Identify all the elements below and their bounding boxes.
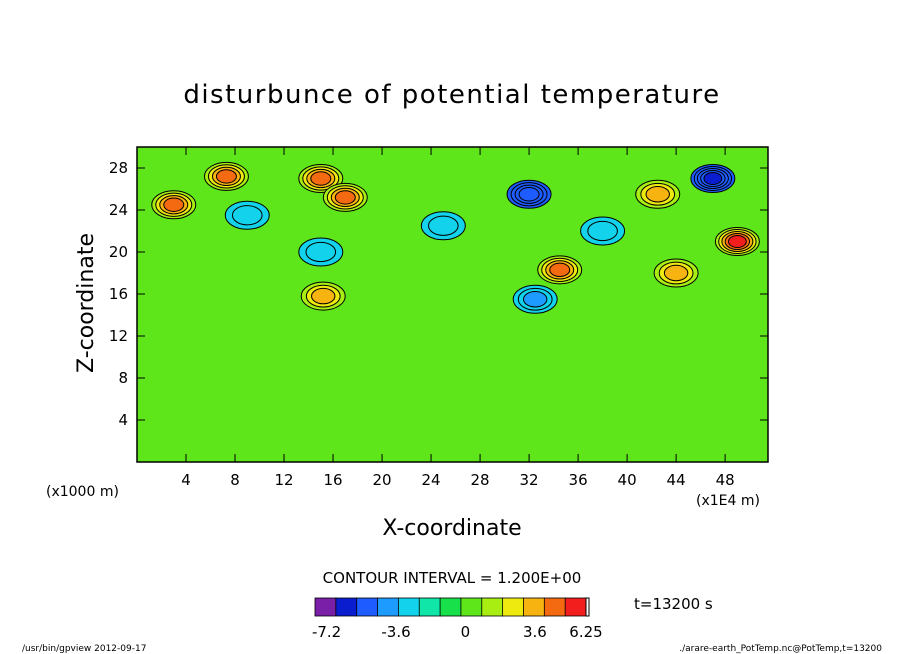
x-tick-label: 32 <box>520 471 539 489</box>
footer-right: ./arare-earth_PotTemp.nc@PotTemp,t=13200 <box>679 644 882 654</box>
heatmap-feature <box>663 264 689 282</box>
x-tick-label: 12 <box>274 471 293 489</box>
heatmap-feature <box>163 197 185 212</box>
heatmap-feature <box>518 187 540 202</box>
x-tick-label: 24 <box>422 471 441 489</box>
y-axis: 4 8 12 16 20 24 28 <box>109 159 768 429</box>
contour-interval-label: CONTOUR INTERVAL = 1.200E+00 <box>323 569 582 587</box>
colorbar-tick-label: -3.6 <box>381 623 410 641</box>
y-tick-label: 16 <box>109 285 128 303</box>
colorbar-tick-label: 3.6 <box>523 623 547 641</box>
x-tick-label: 40 <box>618 471 637 489</box>
colorbar-swatch <box>543 597 566 617</box>
heatmap-feature <box>310 171 332 186</box>
heatmap-feature <box>305 241 337 263</box>
heatmap-feature <box>703 172 723 185</box>
colorbar-swatch <box>314 597 337 617</box>
plot-frame <box>136 146 769 463</box>
colorbar-swatch <box>460 597 483 617</box>
plot-area <box>136 146 769 463</box>
colorbar-swatch <box>523 597 546 617</box>
colorbar-swatch <box>377 597 400 617</box>
x-tick-label: 48 <box>716 471 735 489</box>
x-tick-label: 44 <box>667 471 686 489</box>
heatmap-feature <box>231 205 263 226</box>
colorbar-end-cap <box>585 597 590 617</box>
colorbar-swatch <box>564 597 587 617</box>
x-axis-label: X-coordinate <box>382 516 521 541</box>
colorbar: -7.2 -3.6 0 3.6 6.25 <box>312 597 603 641</box>
colorbar-tick-label: 0 <box>461 623 471 641</box>
y-tick-label: 20 <box>109 243 128 261</box>
y-tick-label: 4 <box>118 411 128 429</box>
heatmap-field <box>151 161 760 314</box>
heatmap-feature <box>215 169 237 184</box>
colorbar-tick-label: -7.2 <box>312 623 341 641</box>
heatmap-feature <box>523 291 548 308</box>
colorbar-swatch <box>481 597 504 617</box>
y-tick-label: 12 <box>109 327 128 345</box>
x-tick-label: 36 <box>569 471 588 489</box>
heatmap-feature <box>727 235 747 248</box>
y-tick-label: 24 <box>109 201 128 219</box>
colorbar-swatch <box>335 597 358 617</box>
heatmap-feature <box>549 262 571 278</box>
time-label: t=13200 s <box>634 595 713 613</box>
heatmap-feature <box>334 190 356 205</box>
x-tick-label: 20 <box>373 471 392 489</box>
colorbar-swatch <box>502 597 525 617</box>
footer-left: /usr/bin/gpview 2012-09-17 <box>22 644 146 654</box>
colorbar-swatch <box>439 597 462 617</box>
x-tick-label: 8 <box>230 471 240 489</box>
x-unit-label: (x1000 m) <box>46 484 119 500</box>
colorbar-tick-label: 6.25 <box>569 623 602 641</box>
heatmap-feature <box>428 215 459 236</box>
colorbar-swatch <box>356 597 379 617</box>
y-tick-label: 28 <box>109 159 128 177</box>
heatmap-feature <box>587 220 618 242</box>
x-tick-label: 4 <box>181 471 191 489</box>
x-tick-label: 16 <box>323 471 342 489</box>
x-axis: 4 8 12 16 20 24 28 32 36 40 44 48 <box>181 147 735 489</box>
chart-title: disturbunce of potential temperature <box>183 80 720 110</box>
y-tick-label: 8 <box>118 369 128 387</box>
y-axis-label: Z-coordinate <box>74 233 99 373</box>
x-scale-label: (x1E4 m) <box>696 493 760 509</box>
heatmap-feature <box>645 186 670 203</box>
heatmap-feature <box>311 287 336 305</box>
colorbar-swatch <box>418 597 441 617</box>
colorbar-swatch <box>397 597 420 617</box>
x-tick-label: 28 <box>471 471 490 489</box>
